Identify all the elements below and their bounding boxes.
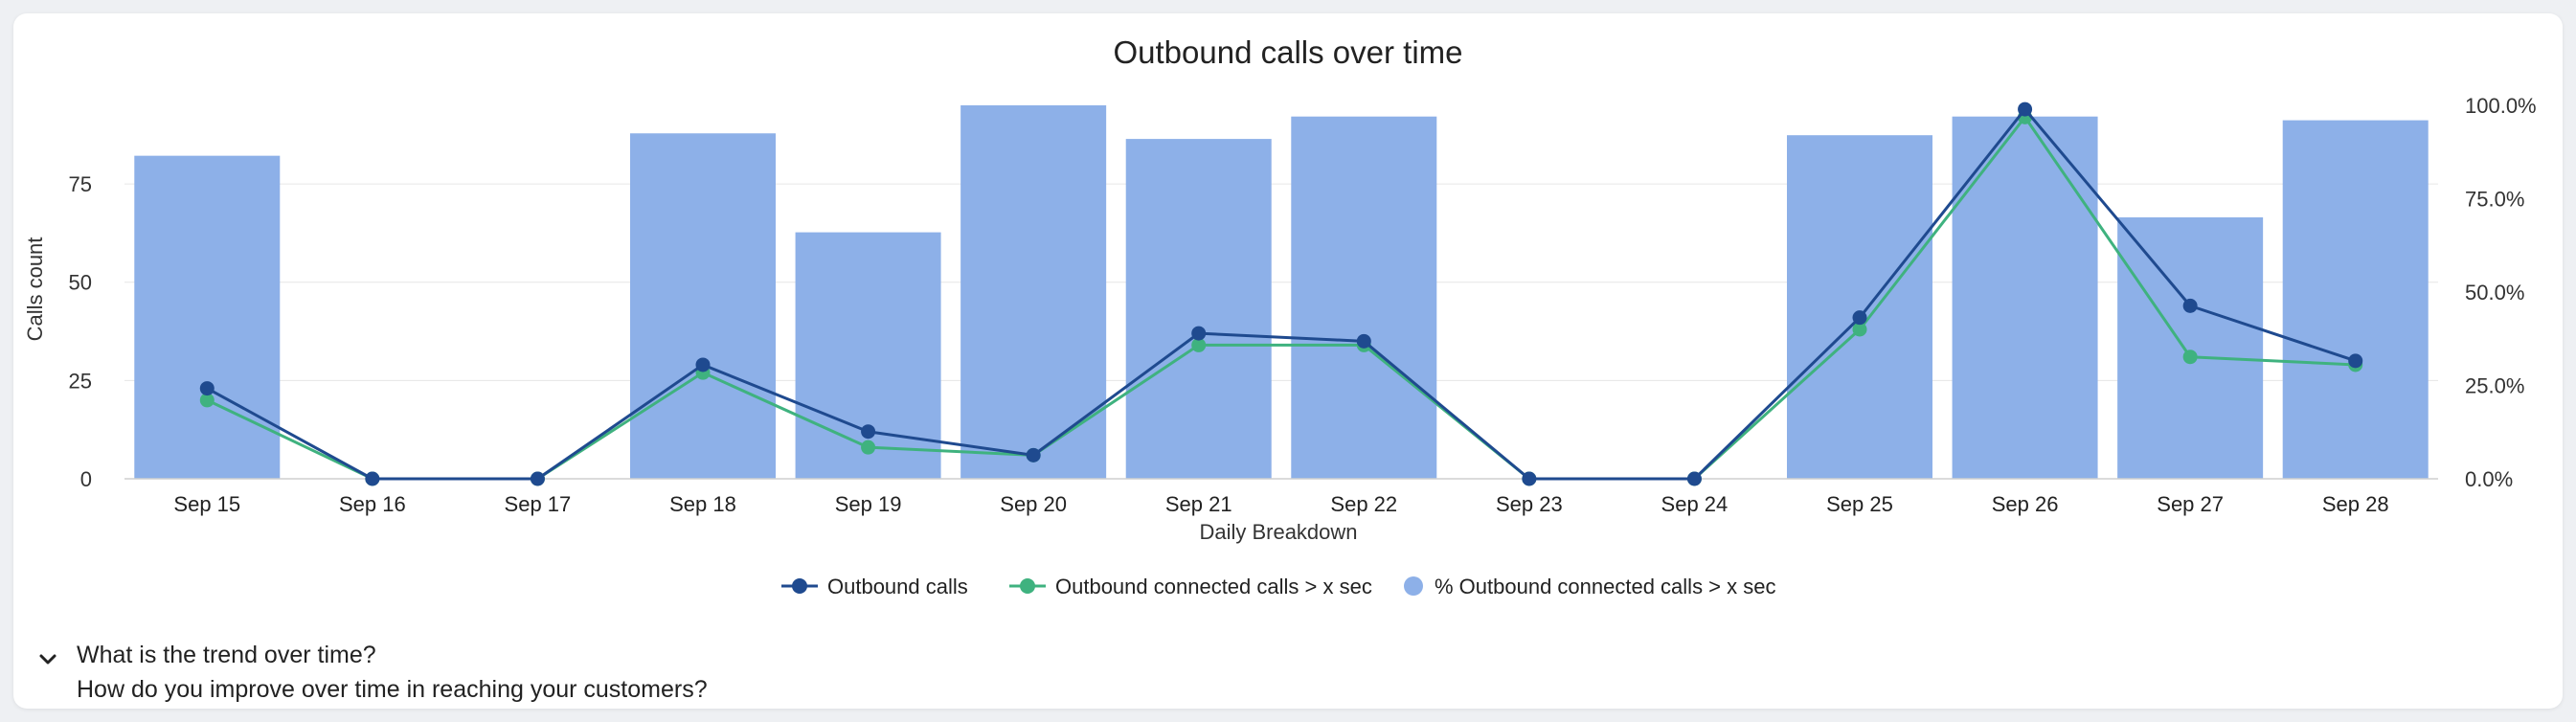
bar bbox=[1125, 139, 1272, 479]
data-point bbox=[861, 424, 876, 440]
x-tick-label: Sep 21 bbox=[1165, 492, 1232, 516]
chart-title: Outbound calls over time bbox=[1113, 34, 1462, 70]
bar bbox=[1787, 135, 1932, 479]
data-point bbox=[861, 440, 876, 455]
bar bbox=[1291, 116, 1437, 479]
data-point bbox=[199, 393, 215, 408]
data-point bbox=[1852, 310, 1867, 326]
x-axis-label: Daily Breakdown bbox=[1199, 520, 1357, 544]
bar bbox=[630, 133, 776, 479]
chart-card: Outbound calls over time Calls count Dai… bbox=[13, 13, 2563, 709]
x-tick-label: Sep 19 bbox=[835, 492, 902, 516]
data-point bbox=[1026, 447, 1041, 463]
x-tick-label: Sep 22 bbox=[1330, 492, 1397, 516]
x-tick-label: Sep 16 bbox=[339, 492, 406, 516]
x-tick-label: Sep 24 bbox=[1661, 492, 1729, 516]
legend: Outbound calls Outbound connected calls … bbox=[781, 575, 1776, 598]
x-tick-label: Sep 15 bbox=[173, 492, 240, 516]
y-tick-label: 75 bbox=[69, 172, 92, 196]
x-tick-label: Sep 18 bbox=[669, 492, 736, 516]
data-point bbox=[1191, 326, 1207, 341]
data-point bbox=[1522, 471, 1537, 486]
data-point bbox=[2018, 102, 2033, 117]
y-tick-label: 0 bbox=[80, 467, 92, 491]
bar-series bbox=[134, 105, 2429, 479]
chart: Outbound calls over time Calls count Dai… bbox=[23, 34, 2537, 598]
x-tick-label: Sep 26 bbox=[1992, 492, 2059, 516]
data-point bbox=[199, 381, 215, 396]
bar bbox=[2282, 120, 2429, 479]
y2-tick-label: 50.0% bbox=[2465, 281, 2524, 305]
y-tick-label: 25 bbox=[69, 369, 92, 393]
bar bbox=[134, 155, 281, 479]
y2-tick-label: 25.0% bbox=[2465, 374, 2524, 398]
data-point bbox=[1686, 471, 1702, 486]
legend-item-connected-calls[interactable]: Outbound connected calls > x sec bbox=[1009, 575, 1372, 598]
legend-label-outbound-calls: Outbound calls bbox=[827, 575, 968, 598]
line-series bbox=[199, 102, 2363, 486]
y2-tick-label: 0.0% bbox=[2465, 467, 2513, 491]
data-point bbox=[365, 471, 380, 486]
data-point bbox=[1191, 337, 1207, 352]
data-point bbox=[1356, 333, 1371, 349]
bar bbox=[2117, 217, 2264, 479]
legend-item-outbound-calls[interactable]: Outbound calls bbox=[781, 575, 968, 598]
insight-subtext: How do you improve over time in reaching… bbox=[77, 676, 708, 703]
data-point bbox=[2182, 298, 2198, 313]
x-tick-label: Sep 28 bbox=[2322, 492, 2389, 516]
legend-item-pct-connected[interactable]: % Outbound connected calls > x sec bbox=[1404, 575, 1776, 598]
bar bbox=[960, 105, 1107, 479]
x-tick-label: Sep 17 bbox=[505, 492, 572, 516]
data-point bbox=[695, 357, 711, 372]
insight-section: What is the trend over time? How do you … bbox=[36, 638, 708, 707]
bar bbox=[1952, 116, 2098, 479]
data-point bbox=[530, 471, 545, 486]
series-line bbox=[206, 107, 2357, 481]
legend-label-pct-connected: % Outbound connected calls > x sec bbox=[1435, 575, 1776, 598]
data-point bbox=[1852, 322, 1867, 337]
data-point bbox=[2348, 353, 2363, 369]
y-tick-label: 50 bbox=[69, 271, 92, 295]
y2-tick-label: 100.0% bbox=[2465, 94, 2537, 118]
x-tick-label: Sep 27 bbox=[2157, 492, 2224, 516]
y-axis-label: Calls count bbox=[23, 237, 47, 342]
legend-label-connected-calls: Outbound connected calls > x sec bbox=[1055, 575, 1372, 598]
x-tick-label: Sep 23 bbox=[1496, 492, 1563, 516]
tick-labels: 0 25 50 75 0.0% 25.0% 50.0% 75.0% 100.0% Sep 15 Se… bbox=[69, 94, 2537, 516]
x-tick-label: Sep 25 bbox=[1826, 492, 1893, 516]
chevron-down-icon[interactable] bbox=[36, 647, 59, 670]
y2-tick-label: 75.0% bbox=[2465, 188, 2524, 212]
data-point bbox=[2182, 350, 2198, 365]
x-tick-label: Sep 20 bbox=[1000, 492, 1067, 516]
insight-question[interactable]: What is the trend over time? bbox=[77, 642, 376, 668]
